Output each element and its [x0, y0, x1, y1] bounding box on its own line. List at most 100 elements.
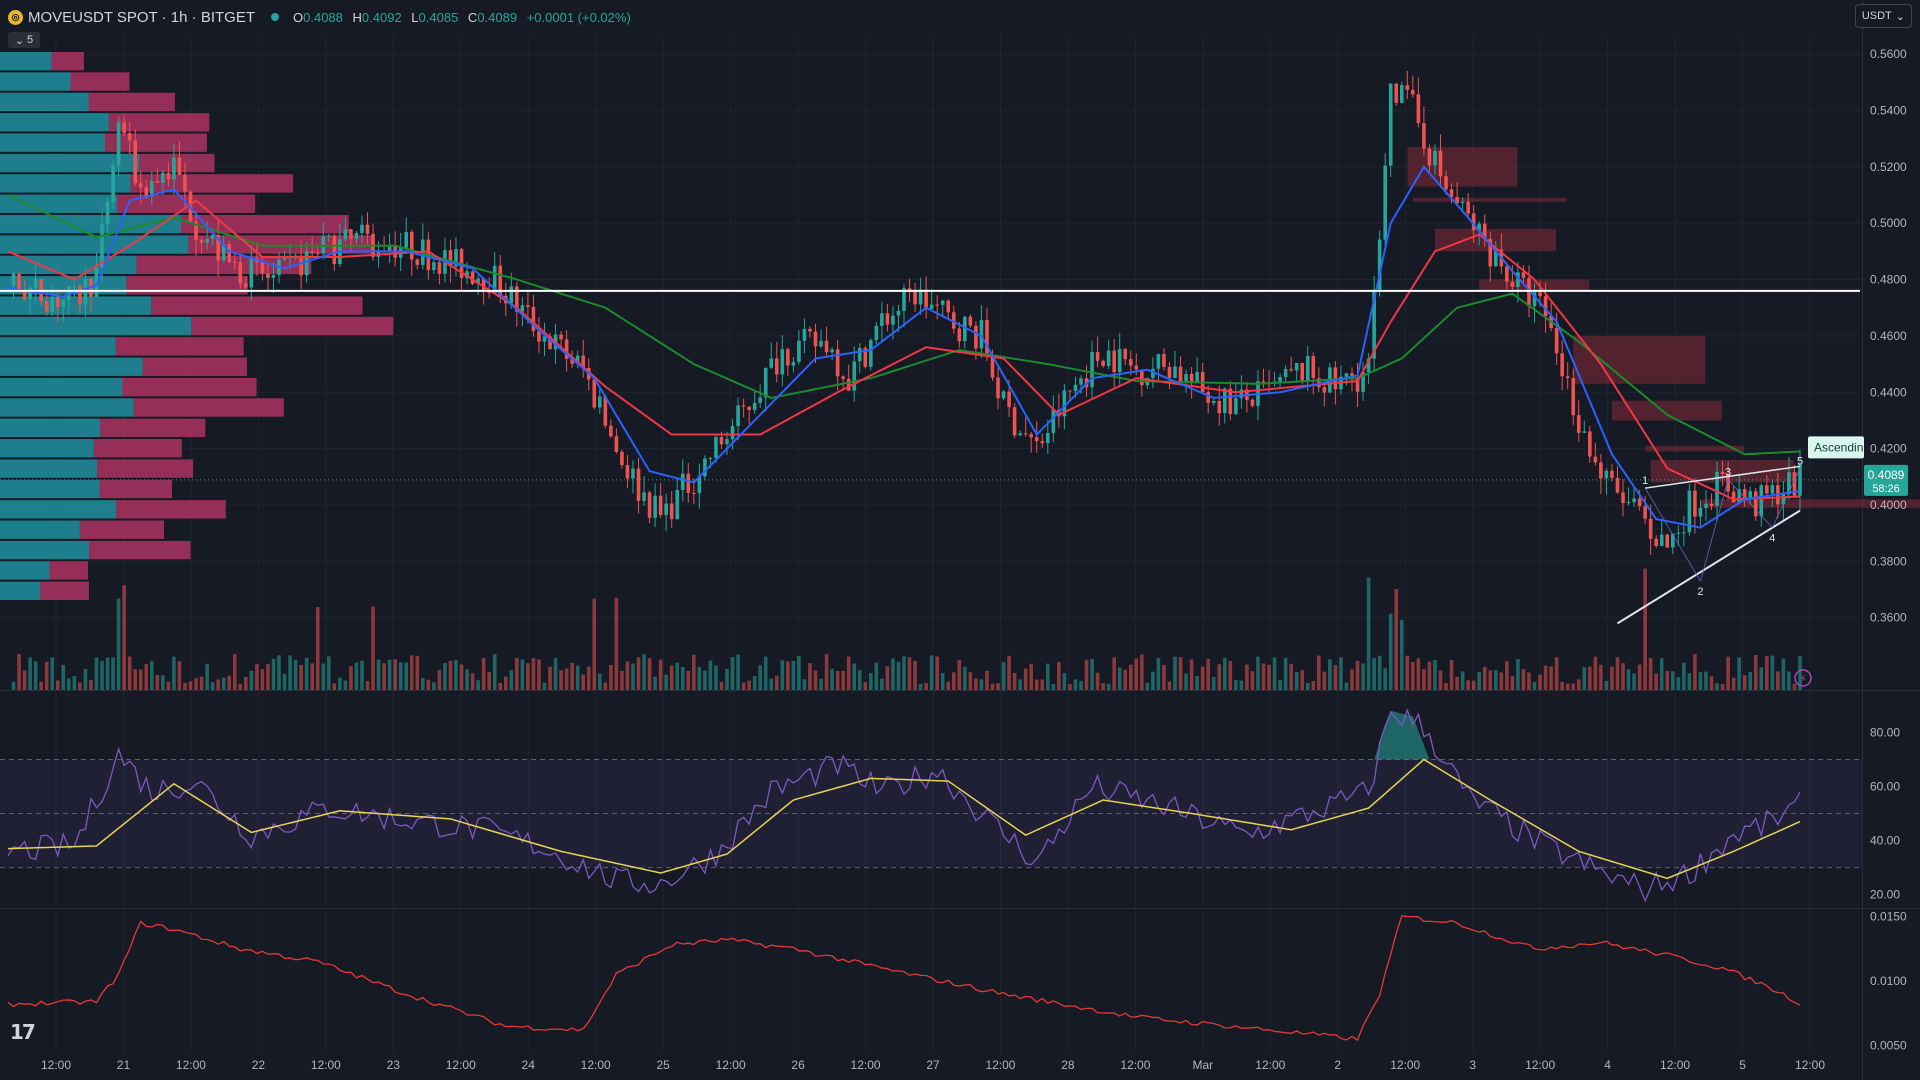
volume-bar — [415, 655, 420, 690]
volume-bar — [1311, 681, 1316, 690]
currency-select[interactable]: USDT ⌄ — [1854, 4, 1912, 28]
chevron-down-icon: ⌄ — [14, 34, 25, 47]
candle-body — [166, 172, 171, 180]
volume-bar — [1438, 670, 1443, 690]
candle-body — [1051, 409, 1056, 434]
candle-body — [1079, 378, 1083, 385]
volume-bar — [996, 683, 1000, 690]
x-tick-label: 12:00 — [311, 1058, 341, 1072]
candle-body — [437, 262, 442, 274]
candle-body — [432, 262, 436, 271]
volume-profile-down — [93, 439, 182, 458]
volume-bar — [692, 654, 696, 690]
candle-body — [786, 349, 790, 366]
price-tick-label: 0.4400 — [1870, 385, 1907, 399]
volume-bar — [437, 669, 442, 690]
volume-bar — [338, 677, 342, 690]
indicators-collapse-button[interactable]: ⌄ 5 — [8, 32, 40, 48]
candle-body — [1565, 376, 1570, 379]
volume-bar — [752, 675, 757, 690]
rsi-tick-label: 60.00 — [1870, 779, 1900, 793]
volume-bar — [874, 662, 879, 690]
candle-body — [874, 325, 879, 341]
volume-bar — [553, 658, 558, 690]
volume-profile-up — [0, 194, 118, 213]
volume-bar — [1101, 683, 1105, 690]
volume-bar — [1770, 655, 1775, 690]
volume-bar — [277, 655, 281, 690]
volume-bar — [1715, 683, 1719, 690]
candle-body — [266, 273, 270, 278]
volume-bar — [1593, 656, 1598, 690]
pattern-leg — [1727, 479, 1773, 528]
coin-icon: ◎ — [8, 9, 23, 25]
ascending-triangle-pattern[interactable]: 1 2 3 4 5 Ascendin ⚡ — [1616, 436, 1864, 687]
candle-body — [465, 271, 469, 278]
candle-body — [326, 235, 331, 237]
candle-body — [448, 250, 453, 267]
volume-bar — [542, 682, 547, 690]
volume-bar — [321, 663, 326, 690]
candle-body — [1062, 390, 1067, 417]
volume-bar — [1521, 669, 1526, 690]
x-tick-label: 12:00 — [581, 1058, 611, 1072]
candle-body — [1366, 358, 1371, 373]
volume-bar — [1239, 680, 1244, 690]
candle-body — [1294, 363, 1299, 371]
tradingview-logo[interactable]: 17 — [10, 1020, 36, 1044]
volume-profile-down — [89, 540, 191, 560]
candle-body — [1571, 378, 1576, 416]
volume-bar — [1565, 683, 1570, 690]
candle-body — [1018, 433, 1022, 436]
volume-bar — [426, 679, 431, 690]
symbol-title[interactable]: MOVEUSDT SPOT · 1h · BITGET — [28, 8, 255, 26]
lightning-icon — [1794, 669, 1812, 687]
candle-body — [697, 476, 702, 493]
open-label: O — [293, 9, 304, 25]
volume-bar — [891, 658, 895, 690]
volume-bar — [631, 663, 635, 690]
candle-body — [1759, 485, 1764, 517]
supply-zone — [1700, 499, 1920, 508]
candle-body — [1211, 400, 1216, 403]
volume-bar — [1145, 682, 1150, 690]
volume-bar — [603, 682, 608, 690]
volume-profile-up — [0, 520, 80, 539]
price-tick-label: 0.4800 — [1870, 273, 1907, 287]
volume-bar — [869, 673, 873, 690]
volume-bar — [1731, 677, 1736, 690]
candle-body — [476, 278, 480, 284]
candle-body — [913, 291, 917, 305]
volume-profile-up — [0, 174, 131, 193]
lightning-glyph: ⚡ — [1799, 674, 1806, 685]
volume-bar — [1582, 667, 1587, 690]
candle-body — [725, 438, 729, 445]
candle-body — [1178, 366, 1183, 383]
candle-body — [564, 339, 569, 359]
volume-profile-down — [116, 500, 226, 519]
horizontal-line[interactable] — [0, 289, 1860, 481]
volume-bar — [39, 681, 43, 690]
candle-body — [11, 273, 16, 286]
candle-body — [360, 224, 364, 234]
candle-body — [50, 296, 55, 312]
volume-bar — [487, 671, 491, 690]
volume-bar — [304, 657, 309, 690]
volume-bar — [985, 670, 989, 690]
candle-body — [122, 122, 126, 134]
close-value: 0.4089 — [477, 9, 518, 25]
volume-profile-up — [0, 561, 50, 580]
pattern-point-label: 4 — [1769, 533, 1775, 545]
volume-bar — [1046, 663, 1050, 690]
candle-body — [1576, 415, 1581, 433]
candle-body — [1023, 433, 1028, 435]
price-tick-label: 0.3600 — [1870, 611, 1907, 625]
volume-bar — [177, 661, 182, 690]
candle-body — [974, 325, 978, 349]
candle-body — [1405, 85, 1410, 90]
candle-body — [1300, 363, 1305, 381]
volume-bar — [1173, 656, 1177, 690]
volume-bar — [664, 674, 668, 690]
volume-bar — [1294, 671, 1299, 690]
